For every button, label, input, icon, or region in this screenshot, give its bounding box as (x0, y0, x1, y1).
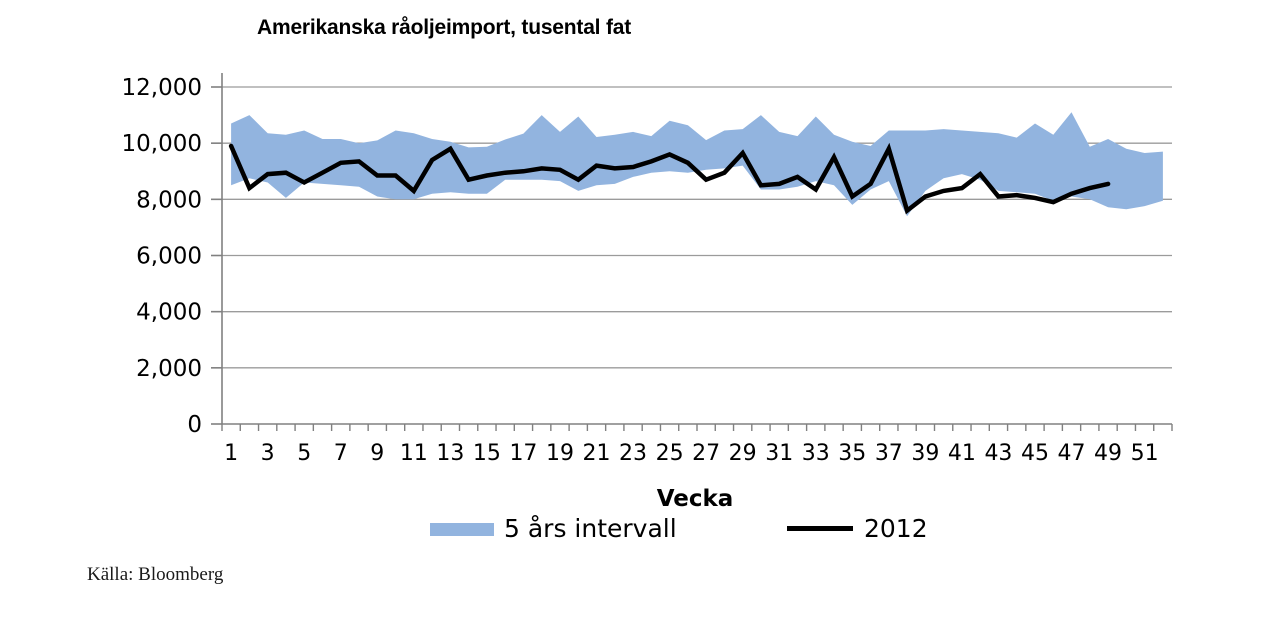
y-tick-label: 8,000 (136, 187, 202, 213)
x-tick-label: 41 (948, 441, 976, 466)
x-tick-label: 15 (473, 441, 501, 466)
y-tick-label: 4,000 (136, 300, 202, 326)
x-tick-label: 39 (911, 441, 939, 466)
x-tick-label: 29 (729, 441, 757, 466)
legend-line-swatch (787, 526, 853, 531)
chart-title: Amerikanska råoljeimport, tusental fat (257, 16, 632, 39)
x-tick-label: 1 (224, 441, 238, 466)
x-tick-label: 25 (656, 441, 684, 466)
y-tick-label: 12,000 (122, 75, 202, 101)
x-tick-label: 21 (583, 441, 611, 466)
x-tick-label: 5 (297, 441, 311, 466)
x-axis-title: Vecka (656, 486, 734, 512)
y-tick-label: 0 (187, 412, 202, 438)
legend-band-label: 5 års intervall (504, 514, 677, 543)
line-2012 (228, 142, 1111, 215)
x-tick-label: 33 (802, 441, 830, 466)
legend-line-label: 2012 (864, 514, 928, 543)
source-note: Källa: Bloomberg (87, 564, 224, 585)
x-tick-label: 27 (692, 441, 720, 466)
x-tick-label: 51 (1131, 441, 1159, 466)
x-tick-label: 31 (765, 441, 793, 466)
x-tick-label: 23 (619, 441, 647, 466)
x-tick-label: 49 (1094, 441, 1122, 466)
y-tick-label: 2,000 (136, 356, 202, 382)
x-tick-label: 13 (436, 441, 464, 466)
legend-band-swatch (430, 523, 494, 536)
x-tick-label: 19 (546, 441, 574, 466)
x-tick-label: 3 (261, 441, 275, 466)
x-tick-label: 9 (370, 441, 384, 466)
x-tick-label: 47 (1058, 441, 1086, 466)
x-tick-label: 7 (334, 441, 348, 466)
x-tick-label: 45 (1021, 441, 1049, 466)
y-tick-label: 10,000 (122, 131, 202, 157)
x-tick-label: 37 (875, 441, 903, 466)
x-tick-label: 43 (984, 441, 1012, 466)
x-tick-label: 11 (400, 441, 428, 466)
x-tick-label: 17 (509, 441, 537, 466)
y-tick-label: 6,000 (136, 244, 202, 270)
band-5yr-interval (231, 112, 1163, 217)
x-tick-label: 35 (838, 441, 866, 466)
